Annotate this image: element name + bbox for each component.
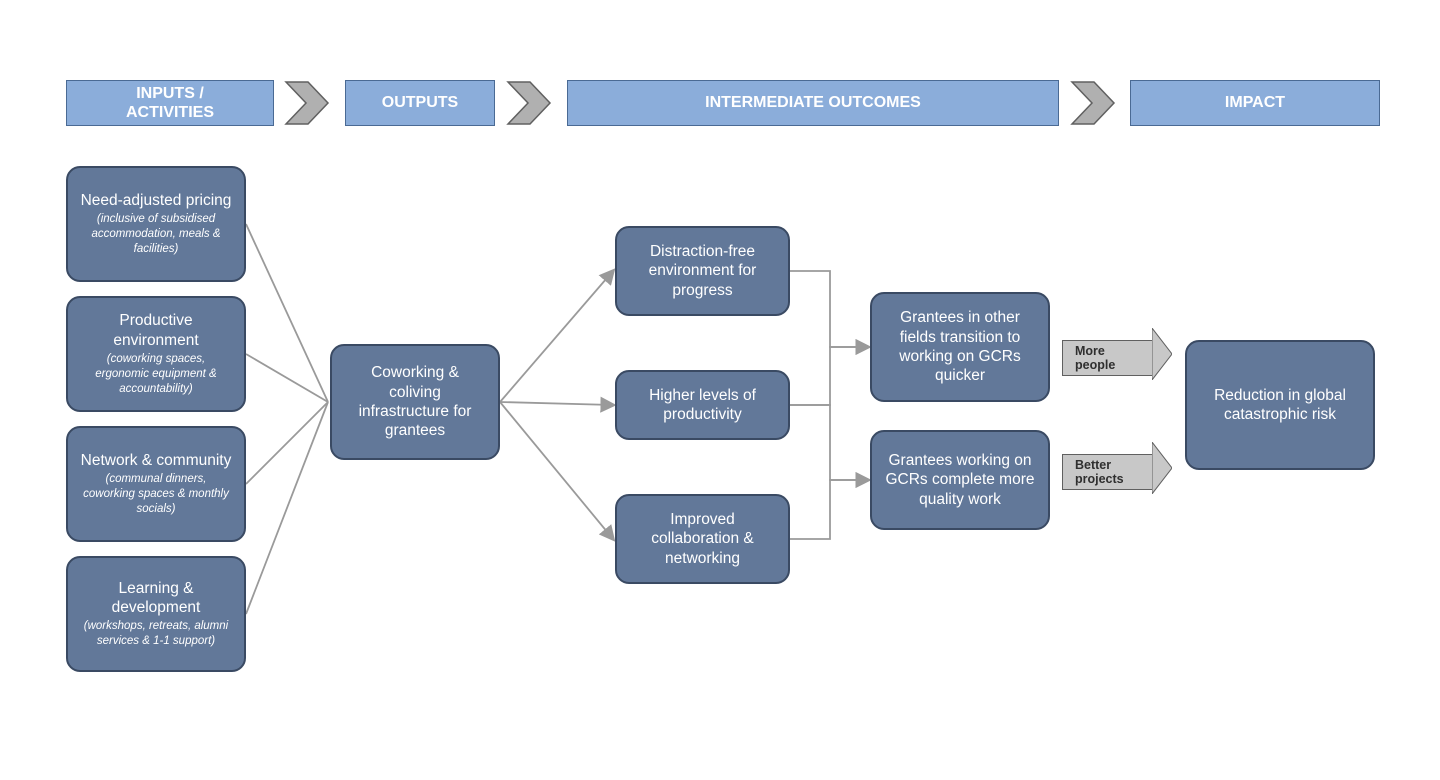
arrow-head-icon: [1152, 328, 1172, 380]
node-title: Network & community: [81, 451, 232, 470]
edge: [246, 402, 328, 484]
edge: [500, 402, 613, 539]
edge: [246, 224, 328, 402]
node-text: Coworking & coliving infrastructure for …: [344, 363, 486, 441]
edge: [790, 480, 868, 539]
header-h-inter: INTERMEDIATE OUTCOMES: [567, 80, 1059, 126]
node-n-distraction: Distraction-free environment for progres…: [615, 226, 790, 316]
chevron-icon: [506, 80, 552, 126]
node-text: Reduction in global catastrophic risk: [1199, 386, 1361, 425]
node-subtitle: (inclusive of subsidised accommodation, …: [80, 212, 232, 257]
node-subtitle: (communal dinners, coworking spaces & mo…: [80, 472, 232, 517]
node-n-infra: Coworking & coliving infrastructure for …: [330, 344, 500, 460]
header-h-inputs: INPUTS / ACTIVITIES: [66, 80, 274, 126]
node-title: Learning & development: [80, 579, 232, 618]
node-text: Grantees working on GCRs complete more q…: [884, 451, 1036, 509]
node-n-impact: Reduction in global catastrophic risk: [1185, 340, 1375, 470]
node-n-productivity: Higher levels of productivity: [615, 370, 790, 440]
header-h-outputs: OUTPUTS: [345, 80, 495, 126]
node-title: Productive environment: [80, 311, 232, 350]
node-subtitle: (coworking spaces, ergonomic equipment &…: [80, 352, 232, 397]
edge: [246, 402, 328, 614]
arrow-head-icon: [1152, 442, 1172, 494]
edge: [790, 405, 868, 480]
label-arrow-text: More people: [1062, 340, 1152, 376]
node-text: Improved collaboration & networking: [629, 510, 776, 568]
node-n-quality: Grantees working on GCRs complete more q…: [870, 430, 1050, 530]
node-n-network: Network & community (communal dinners, co…: [66, 426, 246, 542]
edge: [500, 402, 613, 405]
node-n-collab: Improved collaboration & networking: [615, 494, 790, 584]
node-n-env: Productive environment(coworking spaces,…: [66, 296, 246, 412]
label-arrow-la-better: Better projects: [1062, 454, 1172, 490]
chevron-icon: [1070, 80, 1116, 126]
edge: [500, 271, 613, 402]
node-title: Need-adjusted pricing: [81, 191, 232, 210]
edge: [246, 354, 328, 402]
edge: [790, 347, 868, 405]
node-n-pricing: Need-adjusted pricing (inclusive of subsi…: [66, 166, 246, 282]
node-n-transition: Grantees in other fields transition to w…: [870, 292, 1050, 402]
header-h-impact: IMPACT: [1130, 80, 1380, 126]
chevron-icon: [284, 80, 330, 126]
node-text: Higher levels of productivity: [629, 386, 776, 425]
node-subtitle: (workshops, retreats, alumni services & …: [80, 619, 232, 649]
node-text: Distraction-free environment for progres…: [629, 242, 776, 300]
edge: [790, 271, 868, 347]
label-arrow-la-more: More people: [1062, 340, 1172, 376]
node-n-learn: Learning & development(workshops, retrea…: [66, 556, 246, 672]
label-arrow-text: Better projects: [1062, 454, 1152, 490]
node-text: Grantees in other fields transition to w…: [884, 308, 1036, 386]
